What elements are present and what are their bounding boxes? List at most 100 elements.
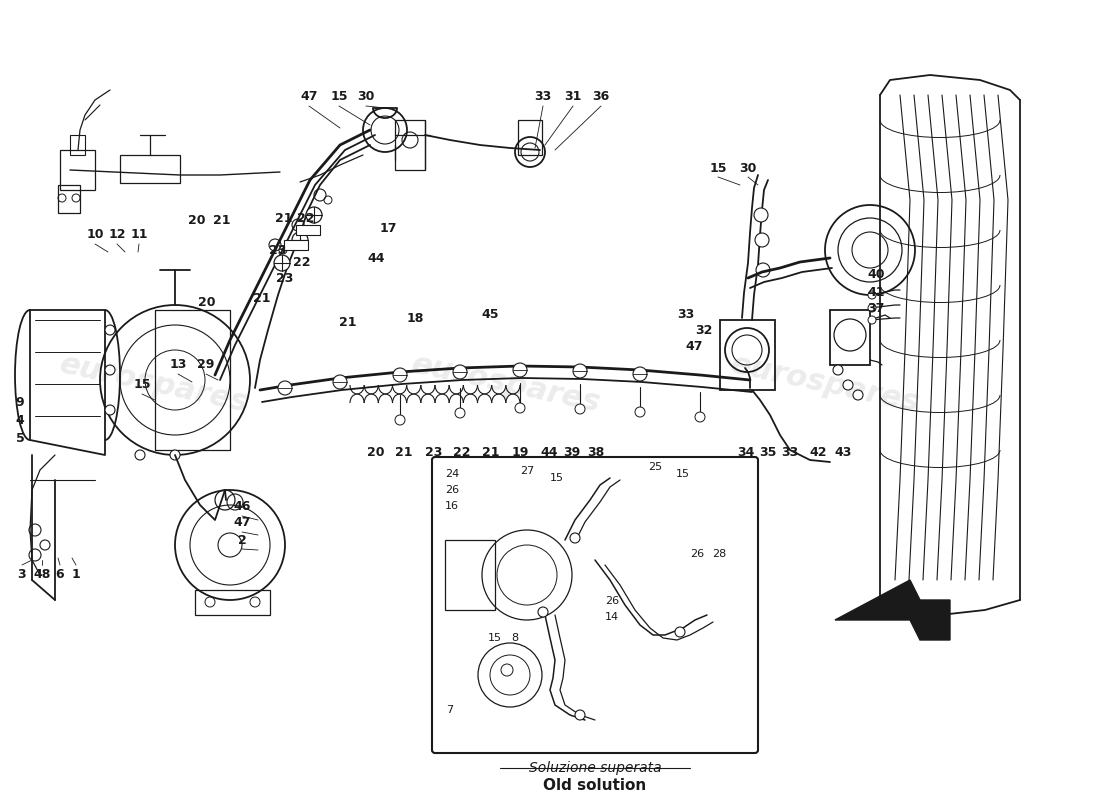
Text: 6: 6 xyxy=(56,567,64,581)
Text: 21: 21 xyxy=(482,446,499,459)
Circle shape xyxy=(833,365,843,375)
Circle shape xyxy=(453,365,468,379)
Circle shape xyxy=(756,263,770,277)
Circle shape xyxy=(393,368,407,382)
Bar xyxy=(120,155,180,183)
Text: 33: 33 xyxy=(535,90,551,103)
Text: 7: 7 xyxy=(447,705,453,715)
Text: 15: 15 xyxy=(488,633,502,643)
Text: 20: 20 xyxy=(188,214,206,226)
Circle shape xyxy=(104,325,116,335)
Text: 38: 38 xyxy=(587,446,605,459)
Circle shape xyxy=(843,380,852,390)
Circle shape xyxy=(570,533,580,543)
Text: 33: 33 xyxy=(781,446,799,459)
Text: 15: 15 xyxy=(330,90,348,103)
Text: eurospares: eurospares xyxy=(57,350,251,418)
Circle shape xyxy=(278,381,292,395)
Text: 32: 32 xyxy=(695,323,713,337)
Text: 20: 20 xyxy=(198,297,216,310)
Circle shape xyxy=(575,404,585,414)
Text: 16: 16 xyxy=(446,501,459,511)
Circle shape xyxy=(695,412,705,422)
Text: 10: 10 xyxy=(86,229,103,242)
Bar xyxy=(518,120,542,155)
Text: 47: 47 xyxy=(233,517,251,530)
Circle shape xyxy=(675,627,685,637)
Bar xyxy=(446,540,495,610)
Text: 15: 15 xyxy=(710,162,727,174)
Text: 22: 22 xyxy=(453,446,471,459)
Text: 33: 33 xyxy=(678,309,694,322)
Text: 18: 18 xyxy=(406,311,424,325)
Circle shape xyxy=(868,316,876,324)
Text: 2: 2 xyxy=(238,534,246,546)
Polygon shape xyxy=(835,580,950,640)
Text: 9: 9 xyxy=(15,395,24,409)
Text: Soluzione superata: Soluzione superata xyxy=(529,761,661,775)
Circle shape xyxy=(135,450,145,460)
Circle shape xyxy=(500,664,513,676)
Text: 23: 23 xyxy=(276,271,294,285)
Circle shape xyxy=(868,291,876,299)
Text: 29: 29 xyxy=(197,358,215,371)
Circle shape xyxy=(306,207,322,223)
Text: 45: 45 xyxy=(482,307,498,321)
Bar xyxy=(60,150,95,190)
Text: 28: 28 xyxy=(712,549,726,559)
Bar xyxy=(395,120,425,170)
Circle shape xyxy=(455,408,465,418)
Text: 24: 24 xyxy=(444,469,459,479)
Text: 13: 13 xyxy=(169,358,187,371)
Text: 37: 37 xyxy=(867,302,884,314)
Circle shape xyxy=(754,208,768,222)
Text: 35: 35 xyxy=(759,446,777,459)
Circle shape xyxy=(104,405,116,415)
Text: 14: 14 xyxy=(605,612,619,622)
Text: 23: 23 xyxy=(426,446,442,459)
Text: 30: 30 xyxy=(739,162,757,174)
Text: 5: 5 xyxy=(15,431,24,445)
Text: 21: 21 xyxy=(275,211,293,225)
Bar xyxy=(720,320,775,390)
Text: 8: 8 xyxy=(512,633,518,643)
Circle shape xyxy=(513,363,527,377)
Circle shape xyxy=(755,233,769,247)
Circle shape xyxy=(538,607,548,617)
Text: eurospares: eurospares xyxy=(409,350,603,418)
Text: 25: 25 xyxy=(648,462,662,472)
Text: 43: 43 xyxy=(834,446,851,459)
Text: 36: 36 xyxy=(593,90,609,103)
Circle shape xyxy=(575,710,585,720)
Text: 44: 44 xyxy=(540,446,558,459)
Bar xyxy=(70,135,85,155)
Text: 26: 26 xyxy=(690,549,704,559)
Text: 21: 21 xyxy=(253,291,271,305)
Circle shape xyxy=(274,255,290,271)
Text: 41: 41 xyxy=(867,286,884,298)
Text: 21: 21 xyxy=(339,315,356,329)
Text: 4: 4 xyxy=(15,414,24,426)
Bar xyxy=(830,310,870,365)
Bar xyxy=(284,240,308,250)
Text: 22: 22 xyxy=(297,211,315,225)
FancyBboxPatch shape xyxy=(432,457,758,753)
Text: 12: 12 xyxy=(108,229,125,242)
Circle shape xyxy=(292,232,308,248)
Text: 21: 21 xyxy=(395,446,412,459)
Text: 15: 15 xyxy=(133,378,151,391)
Text: 17: 17 xyxy=(379,222,397,234)
Text: 15: 15 xyxy=(550,473,564,483)
Text: 46: 46 xyxy=(233,501,251,514)
Circle shape xyxy=(632,367,647,381)
Circle shape xyxy=(218,533,242,557)
Text: 44: 44 xyxy=(367,251,385,265)
Bar xyxy=(296,225,320,235)
Text: 48: 48 xyxy=(33,567,51,581)
Text: 11: 11 xyxy=(130,229,147,242)
Text: 34: 34 xyxy=(737,446,755,459)
Text: 47: 47 xyxy=(685,339,703,353)
Text: 47: 47 xyxy=(300,90,318,103)
Text: 21: 21 xyxy=(213,214,231,226)
Circle shape xyxy=(333,375,346,389)
